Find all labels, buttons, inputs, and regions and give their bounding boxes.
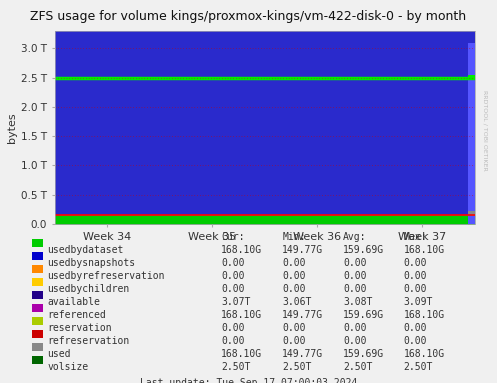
Text: Cur:: Cur: bbox=[221, 232, 245, 242]
Text: 0.00: 0.00 bbox=[282, 271, 306, 281]
Text: 0.00: 0.00 bbox=[221, 258, 245, 268]
Text: 0.00: 0.00 bbox=[343, 323, 366, 333]
Text: 0.00: 0.00 bbox=[282, 284, 306, 294]
Text: 168.10G: 168.10G bbox=[404, 245, 445, 255]
Text: Min:: Min: bbox=[282, 232, 306, 242]
Text: refreservation: refreservation bbox=[47, 336, 129, 346]
Text: 159.69G: 159.69G bbox=[343, 245, 384, 255]
Text: 168.10G: 168.10G bbox=[404, 310, 445, 320]
Text: ZFS usage for volume kings/proxmox-kings/vm-422-disk-0 - by month: ZFS usage for volume kings/proxmox-kings… bbox=[30, 10, 467, 23]
Text: 168.10G: 168.10G bbox=[221, 310, 262, 320]
Text: usedbychildren: usedbychildren bbox=[47, 284, 129, 294]
Text: 0.00: 0.00 bbox=[343, 258, 366, 268]
Text: 149.77G: 149.77G bbox=[282, 349, 324, 359]
Text: Avg:: Avg: bbox=[343, 232, 366, 242]
Text: 149.77G: 149.77G bbox=[282, 310, 324, 320]
Text: volsize: volsize bbox=[47, 362, 88, 372]
Text: 0.00: 0.00 bbox=[404, 271, 427, 281]
Text: 0.00: 0.00 bbox=[404, 284, 427, 294]
Text: 159.69G: 159.69G bbox=[343, 310, 384, 320]
Text: 2.50T: 2.50T bbox=[404, 362, 433, 372]
Text: 0.00: 0.00 bbox=[221, 336, 245, 346]
Text: 0.00: 0.00 bbox=[221, 323, 245, 333]
Text: 0.00: 0.00 bbox=[343, 336, 366, 346]
Text: 0.00: 0.00 bbox=[282, 336, 306, 346]
Y-axis label: bytes: bytes bbox=[7, 112, 17, 142]
Text: 168.10G: 168.10G bbox=[221, 245, 262, 255]
Text: used: used bbox=[47, 349, 71, 359]
Text: 0.00: 0.00 bbox=[404, 258, 427, 268]
Text: usedbyrefreservation: usedbyrefreservation bbox=[47, 271, 165, 281]
Text: 3.06T: 3.06T bbox=[282, 297, 312, 307]
Text: 0.00: 0.00 bbox=[221, 284, 245, 294]
Text: 0.00: 0.00 bbox=[404, 323, 427, 333]
Text: 0.00: 0.00 bbox=[343, 271, 366, 281]
Text: 0.00: 0.00 bbox=[282, 258, 306, 268]
Text: reservation: reservation bbox=[47, 323, 112, 333]
Text: 3.09T: 3.09T bbox=[404, 297, 433, 307]
Text: 0.00: 0.00 bbox=[404, 336, 427, 346]
Text: 0.00: 0.00 bbox=[343, 284, 366, 294]
Text: 149.77G: 149.77G bbox=[282, 245, 324, 255]
Text: 2.50T: 2.50T bbox=[282, 362, 312, 372]
Text: 159.69G: 159.69G bbox=[343, 349, 384, 359]
Text: 3.07T: 3.07T bbox=[221, 297, 250, 307]
Text: usedbysnapshots: usedbysnapshots bbox=[47, 258, 135, 268]
Text: RRDTOOL / TOBI OETIKER: RRDTOOL / TOBI OETIKER bbox=[483, 90, 488, 170]
Text: 168.10G: 168.10G bbox=[221, 349, 262, 359]
Text: 2.50T: 2.50T bbox=[343, 362, 372, 372]
Text: Max:: Max: bbox=[404, 232, 427, 242]
Text: 0.00: 0.00 bbox=[282, 323, 306, 333]
Text: Last update: Tue Sep 17 07:00:03 2024: Last update: Tue Sep 17 07:00:03 2024 bbox=[140, 378, 357, 383]
Text: referenced: referenced bbox=[47, 310, 106, 320]
Text: 2.50T: 2.50T bbox=[221, 362, 250, 372]
Text: 168.10G: 168.10G bbox=[404, 349, 445, 359]
Text: 0.00: 0.00 bbox=[221, 271, 245, 281]
Text: available: available bbox=[47, 297, 100, 307]
Text: 3.08T: 3.08T bbox=[343, 297, 372, 307]
Text: usedbydataset: usedbydataset bbox=[47, 245, 124, 255]
